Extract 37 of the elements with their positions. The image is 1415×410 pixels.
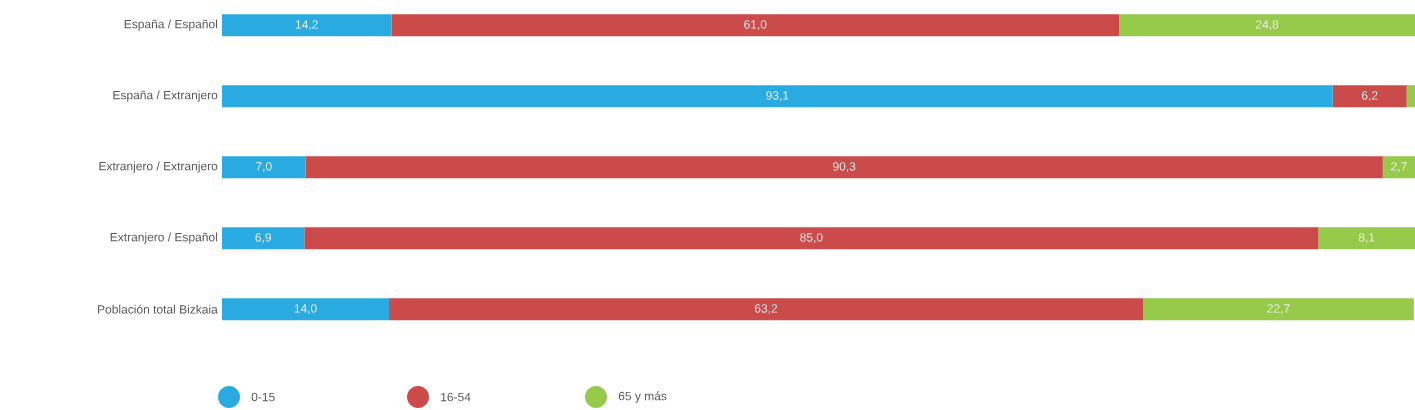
bar bbox=[1318, 227, 1415, 250]
bar bbox=[1332, 85, 1407, 108]
bar bbox=[222, 14, 392, 37]
bar bbox=[305, 156, 1383, 179]
data-label: 14,2 bbox=[295, 20, 318, 31]
data-label: 8,1 bbox=[1358, 233, 1375, 244]
y-tick-label: Extranjero / Español bbox=[110, 232, 217, 244]
data-label: 85,0 bbox=[800, 233, 823, 244]
data-label: 7,0 bbox=[256, 162, 272, 173]
data-label: 6,2 bbox=[1361, 91, 1378, 102]
data-label: 93,1 bbox=[766, 91, 789, 102]
legend-label: 16-54 bbox=[441, 392, 471, 402]
legend-label: 65 y más bbox=[618, 391, 667, 403]
data-label: 90,3 bbox=[833, 162, 856, 173]
data-label: 22,7 bbox=[1267, 304, 1290, 315]
bar bbox=[1382, 156, 1415, 179]
y-tick-label: España / Español bbox=[124, 19, 217, 31]
bar bbox=[391, 14, 1120, 37]
data-label: 6,9 bbox=[255, 233, 271, 244]
y-tick-label: Extranjero / Extranjero bbox=[99, 161, 218, 173]
bar bbox=[1143, 298, 1414, 321]
bar bbox=[222, 156, 306, 179]
data-label: 63,2 bbox=[754, 304, 778, 315]
data-label: 24,8 bbox=[1256, 20, 1279, 31]
bar bbox=[222, 298, 390, 321]
y-tick-label: España / Extranjero bbox=[113, 90, 218, 102]
data-label: 14,0 bbox=[294, 304, 317, 315]
data-label: 2,7 bbox=[1391, 162, 1407, 173]
bar bbox=[1406, 85, 1415, 108]
bar bbox=[222, 85, 1333, 108]
y-tick-label: Población total Bizkaia bbox=[98, 304, 218, 314]
bar bbox=[389, 298, 1144, 321]
bar bbox=[1119, 14, 1415, 37]
bar bbox=[222, 227, 305, 250]
data-label: 61,0 bbox=[744, 20, 767, 31]
bar bbox=[304, 227, 1319, 250]
legend-label: 0-15 bbox=[251, 392, 275, 402]
